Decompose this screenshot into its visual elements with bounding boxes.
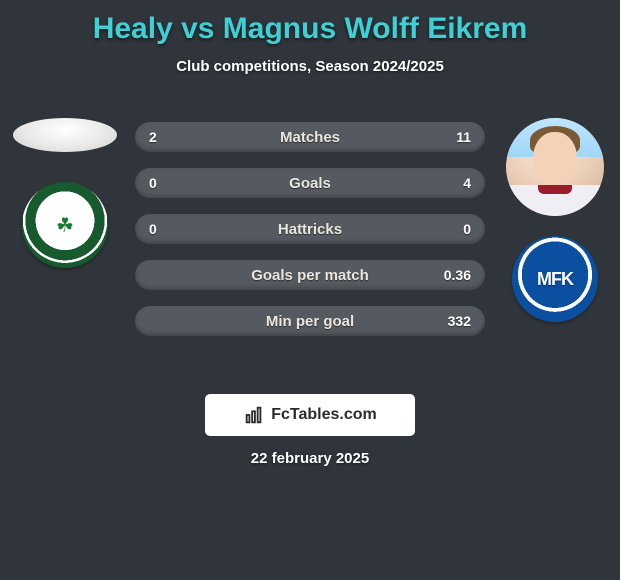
date-label: 22 february 2025	[0, 450, 620, 467]
brand-badge: FcTables.com	[205, 394, 415, 436]
stat-label: Goals	[135, 175, 485, 192]
stat-label: Hattricks	[135, 221, 485, 238]
shamrock-icon: ☘	[56, 213, 74, 238]
stat-right-value: 0	[463, 221, 471, 237]
stat-label: Matches	[135, 129, 485, 146]
stat-label: Goals per match	[135, 267, 485, 284]
stat-left-value: 2	[149, 129, 157, 145]
stat-left-value: 0	[149, 175, 157, 191]
stat-label: Min per goal	[135, 313, 485, 330]
brand-text: FcTables.com	[271, 406, 377, 424]
chart-icon	[243, 404, 265, 426]
stat-row: Goals per match0.36	[135, 260, 485, 290]
subtitle: Club competitions, Season 2024/2025	[0, 58, 620, 75]
stat-row: 2Matches11	[135, 122, 485, 152]
stat-right-value: 4	[463, 175, 471, 191]
comparison-card: Healy vs Magnus Wolff Eikrem Club compet…	[0, 0, 620, 580]
page-title: Healy vs Magnus Wolff Eikrem	[0, 0, 620, 46]
stat-right-value: 332	[448, 313, 471, 329]
club-crest-left: ☘	[22, 182, 108, 268]
stat-left-value: 0	[149, 221, 157, 237]
left-player-column: ☘	[10, 118, 120, 268]
stat-row: 0Hattricks0	[135, 214, 485, 244]
player-photo-placeholder-left	[13, 118, 117, 152]
right-player-column: MFK	[500, 118, 610, 322]
player-photo-right	[506, 118, 604, 216]
stat-row: 0Goals4	[135, 168, 485, 198]
club-crest-right: MFK	[512, 236, 598, 322]
stats-table: 2Matches110Goals40Hattricks0Goals per ma…	[135, 122, 485, 352]
club-crest-right-letters: MFK	[537, 269, 573, 290]
stat-row: Min per goal332	[135, 306, 485, 336]
stat-right-value: 0.36	[444, 267, 471, 283]
stat-right-value: 11	[456, 129, 471, 145]
